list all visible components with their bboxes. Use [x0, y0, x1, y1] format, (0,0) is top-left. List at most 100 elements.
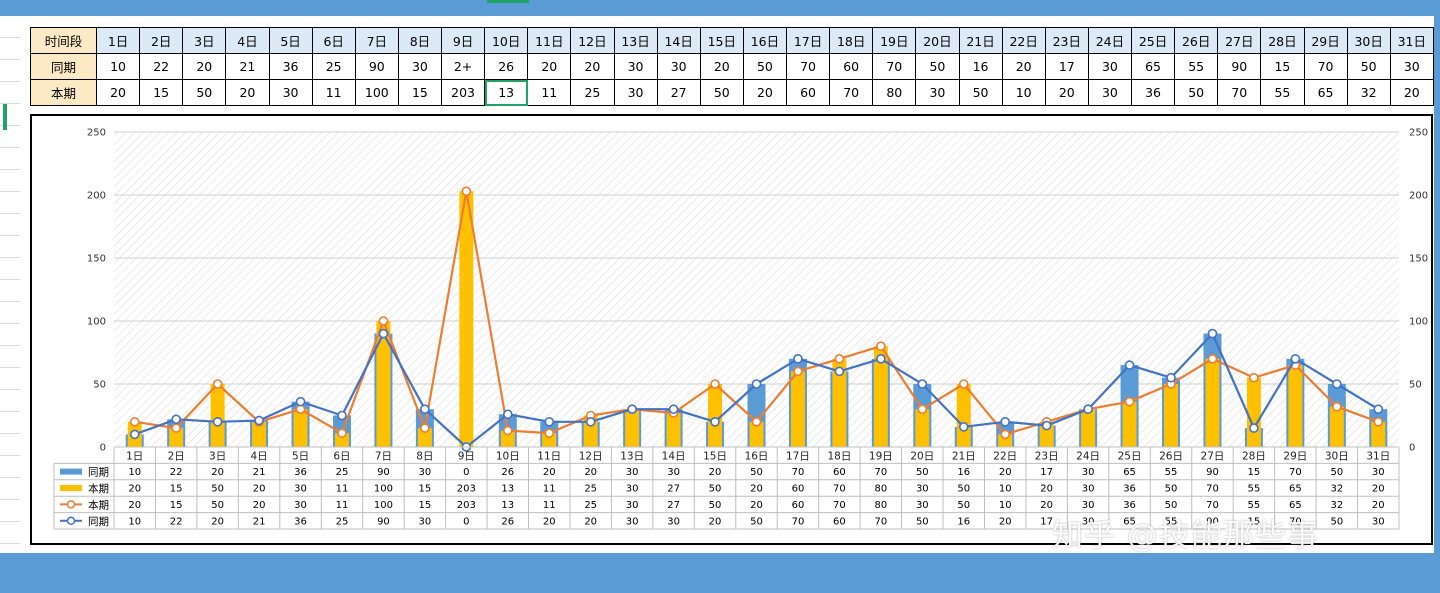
day-header-cell[interactable]: 4日	[225, 27, 270, 54]
data-point[interactable]	[710, 416, 720, 427]
data-point[interactable]	[876, 354, 886, 364]
value-cell[interactable]: 15	[1260, 53, 1305, 80]
bar-benqi[interactable]	[666, 412, 681, 447]
day-header-cell[interactable]: 9日	[440, 27, 486, 54]
data-point[interactable]	[420, 404, 430, 415]
data-point[interactable]	[337, 428, 347, 438]
value-cell[interactable]: 50	[182, 79, 227, 106]
bar-benqi[interactable]	[293, 409, 308, 447]
table-corner-label[interactable]: 时间段	[30, 27, 97, 54]
data-point[interactable]	[337, 410, 347, 421]
data-point[interactable]	[1000, 416, 1011, 427]
data-point[interactable]	[1373, 416, 1384, 427]
bar-benqi[interactable]	[1164, 384, 1179, 447]
value-cell[interactable]: 10	[95, 53, 141, 80]
bar-benqi[interactable]	[1205, 358, 1220, 447]
day-header-cell[interactable]: 21日	[958, 27, 1003, 54]
data-point[interactable]	[958, 422, 969, 432]
value-cell[interactable]: 36	[268, 53, 313, 80]
value-cell[interactable]: 90	[354, 53, 399, 80]
day-header-cell[interactable]: 12日	[570, 27, 615, 54]
value-cell[interactable]: 20	[182, 53, 227, 80]
data-point[interactable]	[1083, 404, 1093, 415]
value-cell[interactable]: 13	[484, 79, 529, 106]
value-cell[interactable]: 50	[1346, 53, 1391, 80]
day-header-cell[interactable]: 3日	[182, 27, 227, 54]
value-cell[interactable]: 30	[613, 79, 658, 106]
bar-benqi[interactable]	[708, 384, 723, 447]
value-cell[interactable]: 30	[613, 53, 658, 80]
bar-benqi[interactable]	[1329, 406, 1344, 447]
data-point[interactable]	[1249, 423, 1259, 433]
day-header-cell[interactable]: 11日	[527, 27, 572, 54]
bar-benqi[interactable]	[169, 428, 184, 447]
day-header-cell[interactable]: 26日	[1174, 27, 1219, 54]
value-cell[interactable]: 20	[699, 53, 744, 80]
day-header-cell[interactable]: 1日	[95, 27, 141, 54]
data-point[interactable]	[171, 414, 181, 425]
value-cell[interactable]: 60	[829, 53, 874, 80]
data-point[interactable]	[1207, 328, 1218, 339]
data-point[interactable]	[668, 404, 679, 415]
data-point[interactable]	[129, 416, 140, 427]
row-header-cell[interactable]: 本期	[30, 79, 97, 106]
data-point[interactable]	[1166, 372, 1176, 383]
value-cell[interactable]: 203	[440, 79, 486, 106]
value-cell[interactable]: 60	[785, 79, 831, 106]
value-cell[interactable]: 20	[1389, 79, 1434, 106]
day-header-cell[interactable]: 28日	[1260, 27, 1305, 54]
data-point[interactable]	[1124, 360, 1135, 370]
data-point[interactable]	[1373, 404, 1384, 415]
value-cell[interactable]: 32	[1346, 79, 1391, 106]
value-cell[interactable]: 55	[1260, 79, 1305, 106]
value-cell[interactable]: 20	[527, 53, 572, 80]
value-cell[interactable]: 50	[699, 79, 744, 106]
value-cell[interactable]: 21	[225, 53, 270, 80]
bar-benqi[interactable]	[956, 384, 971, 447]
data-point[interactable]	[834, 366, 845, 377]
value-cell[interactable]: 50	[742, 53, 788, 80]
bar-benqi[interactable]	[873, 346, 888, 447]
day-header-cell[interactable]: 27日	[1217, 27, 1262, 54]
day-header-cell[interactable]: 7日	[354, 27, 399, 54]
value-cell[interactable]: 65	[1303, 79, 1348, 106]
data-point[interactable]	[627, 404, 637, 415]
day-header-cell[interactable]: 23日	[1044, 27, 1089, 54]
value-cell[interactable]: 90	[1217, 53, 1262, 80]
value-cell[interactable]: 22	[139, 53, 184, 80]
value-cell[interactable]: 80	[872, 79, 917, 106]
data-point[interactable]	[876, 341, 886, 351]
value-cell[interactable]: 26	[484, 53, 529, 80]
data-point[interactable]	[544, 416, 555, 427]
bar-benqi[interactable]	[1081, 409, 1096, 447]
day-header-cell[interactable]: 13日	[613, 27, 658, 54]
value-cell[interactable]: 100	[354, 79, 399, 106]
data-point[interactable]	[958, 379, 969, 389]
bar-benqi[interactable]	[252, 421, 267, 447]
day-header-cell[interactable]: 14日	[656, 27, 701, 54]
value-cell[interactable]: 16	[958, 53, 1003, 80]
data-point[interactable]	[1249, 372, 1259, 383]
data-point[interactable]	[502, 409, 513, 420]
value-cell[interactable]: 25	[570, 79, 615, 106]
value-cell[interactable]: 20	[570, 53, 615, 80]
data-point[interactable]	[378, 316, 389, 326]
value-cell[interactable]: 30	[915, 79, 960, 106]
data-point[interactable]	[793, 366, 803, 377]
day-header-cell[interactable]: 30日	[1346, 27, 1391, 54]
bar-benqi[interactable]	[790, 371, 805, 447]
day-header-cell[interactable]: 24日	[1087, 27, 1133, 54]
day-header-cell[interactable]: 5日	[268, 27, 313, 54]
value-cell[interactable]: 70	[1217, 79, 1262, 106]
bar-benqi[interactable]	[832, 358, 847, 447]
day-header-cell[interactable]: 2日	[139, 27, 184, 54]
data-point[interactable]	[502, 425, 513, 436]
value-cell[interactable]: 20	[225, 79, 270, 106]
value-cell[interactable]: 50	[915, 53, 960, 80]
value-cell[interactable]: 15	[397, 79, 443, 106]
bar-benqi[interactable]	[1246, 377, 1261, 447]
day-header-cell[interactable]: 8日	[397, 27, 443, 54]
bar-benqi[interactable]	[500, 430, 515, 447]
data-point[interactable]	[917, 404, 928, 415]
value-cell[interactable]: 17	[1044, 53, 1089, 80]
